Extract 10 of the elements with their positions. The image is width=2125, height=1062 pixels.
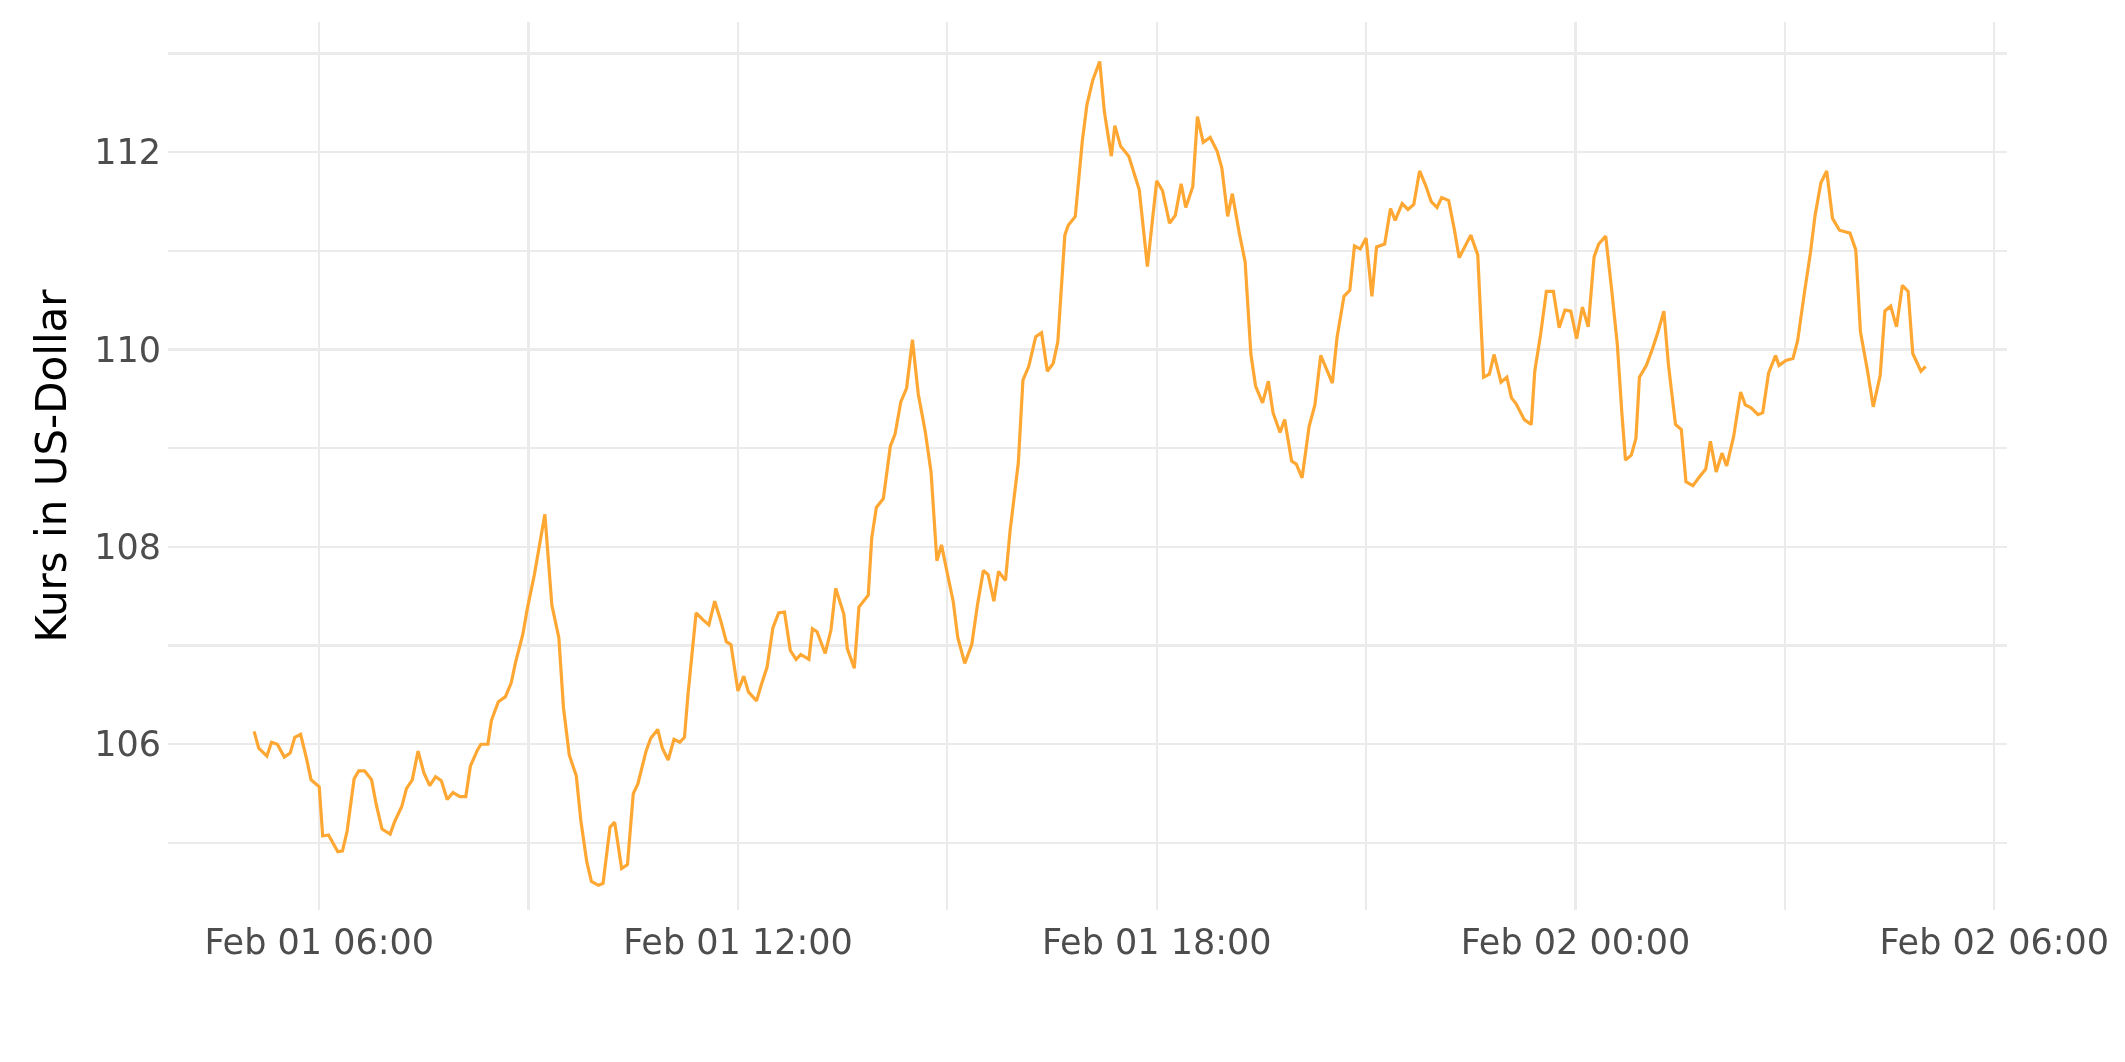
x-tick-label: Feb 01 12:00 [623, 922, 853, 962]
x-tick-label: Feb 01 06:00 [204, 922, 435, 962]
x-tick-label: Feb 02 00:00 [1460, 922, 1691, 962]
x-tick-label: Feb 01 18:00 [1041, 922, 1272, 962]
y-axis-title: Kurs in US-Dollar [26, 288, 76, 643]
y-tick-label: 112 [94, 132, 161, 173]
y-tick-label: 108 [94, 527, 161, 568]
y-tick-label: 106 [94, 724, 161, 765]
x-tick-label: Feb 02 06:00 [1879, 922, 2110, 962]
y-tick-label: 110 [94, 329, 161, 370]
